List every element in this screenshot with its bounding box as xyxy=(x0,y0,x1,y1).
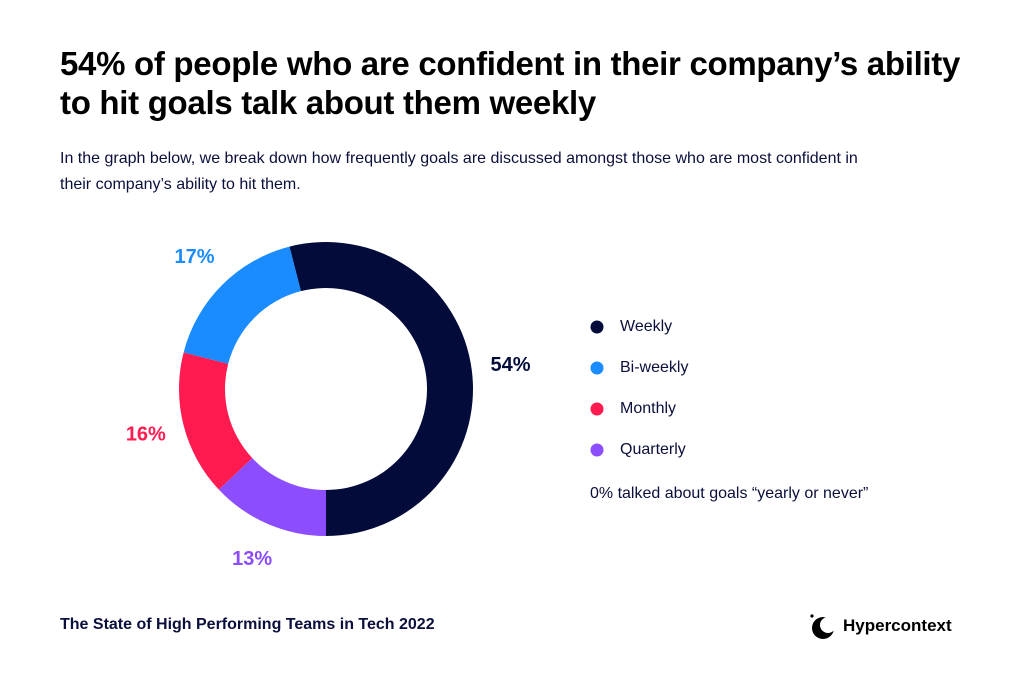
data-label: 54% xyxy=(491,354,531,376)
annotation: 0% talked about goals “yearly or never” xyxy=(590,485,868,502)
legend-marker xyxy=(590,361,604,375)
legend-marker xyxy=(590,443,604,457)
donut-segment xyxy=(183,246,301,364)
donut-segment xyxy=(179,352,253,490)
data-label: 17% xyxy=(174,246,214,268)
source: The State of High Performing Teams in Te… xyxy=(60,616,435,633)
legend-marker xyxy=(590,402,604,416)
legend-marker xyxy=(590,320,604,334)
legend-label: Quarterly xyxy=(620,441,686,458)
donut-segment xyxy=(218,458,326,536)
legend-label: Weekly xyxy=(620,318,672,335)
chart-subtitle: In the graph below, we break down how fr… xyxy=(60,150,858,193)
data-label: 13% xyxy=(232,548,272,570)
brand-name: Hypercontext xyxy=(843,616,952,635)
chart-title: 54% of people who are confident in their… xyxy=(60,45,961,121)
brand-logo xyxy=(810,614,836,639)
data-label: 16% xyxy=(126,424,166,446)
legend-label: Monthly xyxy=(620,400,676,417)
donut-segment xyxy=(289,241,474,536)
legend-label: Bi-weekly xyxy=(620,359,688,376)
